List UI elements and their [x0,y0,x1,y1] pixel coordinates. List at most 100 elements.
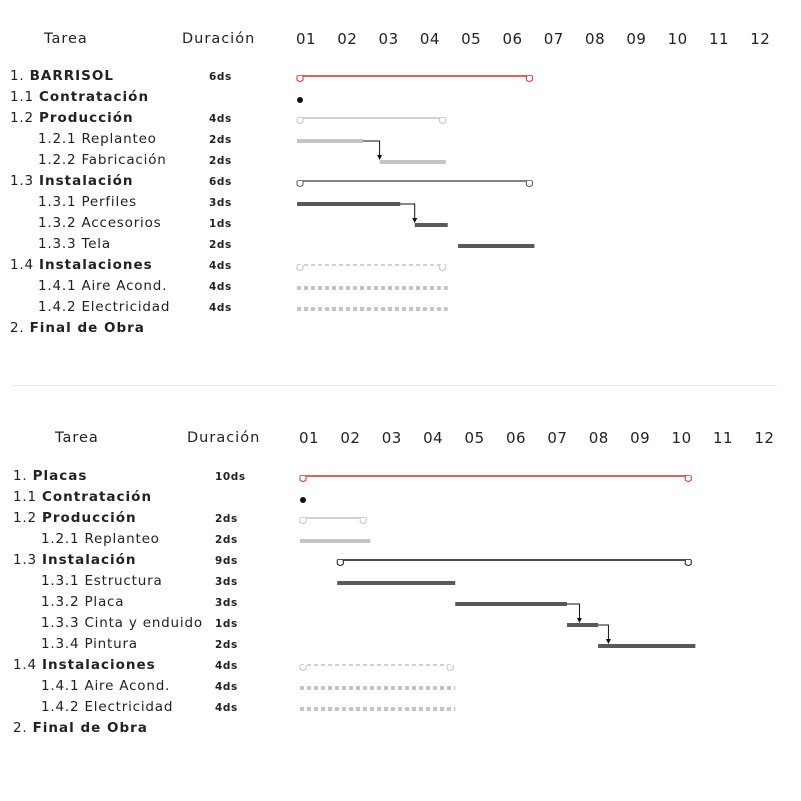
task-label: Producción [41,510,137,526]
milestone-dot [300,497,306,503]
time-tick-02: 02 [340,429,361,447]
task-label: Instalación [41,552,137,568]
task-label: Aire Acond. [81,278,168,294]
task-label: Perfiles [81,194,137,210]
summary-end-marker [359,518,367,524]
task-name: 1.3.1 Perfiles [38,194,137,210]
dependency-arrow [400,203,418,223]
time-tick-02: 02 [337,30,358,48]
task-duration: 1ds [215,618,238,630]
task-number: 1.4.2 [41,699,80,715]
task-name: 1.4.1 Aire Acond. [38,278,167,294]
summary-end-marker [525,181,533,187]
time-tick-03: 03 [381,429,402,447]
task-duration: 2ds [215,513,238,525]
gantt-bars [296,75,535,311]
task-label: Instalaciones [38,257,153,273]
task-label: Electricidad [81,299,171,315]
task-label: Fabricación [81,152,167,168]
task-label: BARRISOL [29,68,114,84]
summary-end-marker [296,76,304,82]
task-number: 1.4 [10,257,34,273]
task-label: Estructura [84,573,163,589]
task-number: 1.3 [10,173,34,189]
time-tick-01: 01 [295,30,317,48]
task-name: 1.4.2 Electricidad [38,299,170,315]
task-name: 1.3.4 Pintura [41,636,138,652]
gantt-bar-row-1 [297,97,303,103]
task-number: 1.3.2 [41,594,80,610]
section-divider [12,385,777,386]
task-duration: 3ds [215,597,238,609]
task-label: Instalaciones [41,657,156,673]
time-tick-10: 10 [671,429,692,447]
task-duration: 3ds [209,197,232,209]
task-label: Aire Acond. [84,678,171,694]
gantt-bar-row-9 [299,664,454,671]
task-number: 1.3.1 [41,573,80,589]
header-task: Tarea [55,430,99,446]
task-name: 1.4 Instalaciones [10,257,153,273]
summary-end-marker [439,265,447,271]
task-duration: 2ds [209,134,232,146]
summary-end-marker [684,476,692,482]
task-label: Placas [32,468,88,484]
task-name: 2. Final de Obra [10,320,145,336]
milestone-dot [297,97,303,103]
gantt-bar-row-2 [296,117,447,124]
task-number: 1.2.1 [41,531,80,547]
gantt-bar-row-9 [296,264,447,271]
task-name: 1.1 Contratación [10,89,149,105]
task-number: 1.4 [13,657,37,673]
task-name: 1.4.2 Electricidad [41,699,173,715]
task-label: Final de Obra [32,720,148,736]
dependency-arrow [567,603,582,623]
time-tick-08: 08 [588,429,609,447]
task-duration: 6ds [209,71,232,83]
task-name: 1.2.2 Fabricación [38,152,167,168]
summary-end-marker [684,560,692,566]
task-label: Tela [81,236,111,252]
task-name: 1.3 Instalación [13,552,136,568]
task-number: 1.2.2 [38,152,77,168]
gantt-bar-row-0 [299,475,692,482]
task-number: 1.3.4 [41,636,80,652]
task-duration: 2ds [215,639,238,651]
summary-end-marker [296,118,304,124]
task-duration: 4ds [215,702,238,714]
header-duration: Duración [182,31,256,47]
task-duration: 4ds [209,302,232,314]
task-number: 2. [13,720,28,736]
time-tick-05: 05 [461,30,482,48]
task-duration: 2ds [215,534,238,546]
task-name: 1. Placas [13,468,87,484]
task-number: 2. [10,320,25,336]
time-tick-05: 05 [464,429,485,447]
gantt-chart-barrisol: Tarea Duración 01 02 03 04 05 06 07 08 09 10 11 12 … [0,0,801,390]
summary-end-marker [446,665,454,671]
gantt-bar-row-0 [296,75,533,82]
task-label: Accesorios [81,215,162,231]
task-name: 1.3.2 Accesorios [38,215,162,231]
task-number: 1.3 [13,552,37,568]
task-duration: 4ds [215,660,238,672]
task-duration: 4ds [209,281,232,293]
task-name: 1.2.1 Replanteo [38,131,157,147]
task-label: Instalación [38,173,134,189]
task-number: 1.3.1 [38,194,77,210]
task-label: Cinta y enduido [84,615,203,631]
task-name: 1.4 Instalaciones [13,657,156,673]
task-label: Pintura [84,636,138,652]
task-number: 1. [13,468,28,484]
time-tick-12: 12 [750,30,771,48]
task-number: 1.3.3 [38,236,77,252]
task-label: Final de Obra [29,320,145,336]
task-duration: 10ds [215,471,246,483]
task-name: 1.2.1 Replanteo [41,531,160,547]
task-number: 1.4.1 [41,678,80,694]
task-duration: 4ds [209,113,232,125]
time-tick-09: 09 [630,429,651,447]
summary-end-marker [525,76,533,82]
time-tick-01: 01 [298,429,320,447]
task-name: 1. BARRISOL [10,68,114,84]
